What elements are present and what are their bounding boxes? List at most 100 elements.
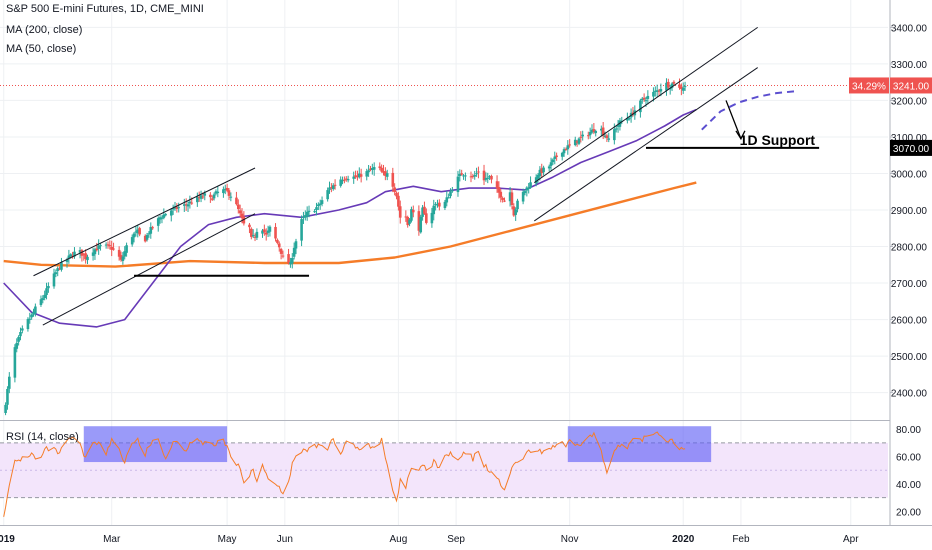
candle-body (263, 229, 266, 233)
support-annotation: 1D Support (740, 132, 816, 148)
candle-body (290, 258, 294, 264)
candle-body (458, 173, 462, 177)
candle-body (501, 197, 504, 200)
candle-body (497, 187, 501, 193)
candle-body (93, 249, 97, 255)
candle-body (523, 191, 527, 194)
candle-body (160, 217, 164, 219)
candle-body (292, 247, 296, 257)
candle-body (274, 226, 277, 239)
candle-body (592, 129, 596, 133)
candle-body (344, 178, 348, 180)
candle-body (568, 144, 571, 146)
candle-body (627, 118, 631, 120)
candle-body (186, 204, 190, 207)
candle-body (564, 149, 568, 151)
candle-body (639, 100, 642, 113)
candle-body (395, 192, 398, 197)
candle-body (197, 197, 201, 199)
candle-body (449, 191, 452, 197)
rsi-tick-label: 80.00 (896, 425, 921, 436)
candle-body (19, 332, 22, 337)
candle-body (490, 175, 493, 180)
projection-arrow-head (735, 130, 746, 141)
candle-body (510, 192, 514, 205)
candle-body (315, 207, 318, 210)
candle-body (175, 206, 179, 209)
candle-body (560, 152, 564, 157)
current-price-tag-label: 3241.00 (893, 81, 930, 92)
candle-body (445, 197, 449, 203)
candle-body (581, 134, 584, 137)
candle-body (464, 175, 467, 177)
candle-body (473, 175, 477, 177)
rsi-highlight-box (83, 426, 228, 463)
time-tick-label: Jun (277, 534, 293, 545)
candle-body (436, 204, 439, 206)
candle-body (130, 237, 134, 245)
candle-body (210, 198, 214, 200)
candle-body (132, 233, 136, 238)
candle-body (277, 243, 281, 248)
price-tick-label: 3200.00 (891, 96, 928, 107)
price-tick-label: 2600.00 (891, 316, 928, 327)
candle-body (108, 245, 112, 247)
candle-body (447, 197, 450, 199)
trend-channel-line (42, 213, 256, 326)
candle-body (536, 175, 540, 179)
price-tick-label: 2800.00 (891, 243, 928, 254)
candle-body (367, 170, 370, 173)
candle-body (443, 201, 447, 208)
price-tick-label: 3100.00 (891, 133, 928, 144)
candle-body (477, 171, 480, 173)
candle-body (302, 216, 305, 218)
candle-body (229, 196, 233, 198)
candle-body (549, 162, 553, 166)
candle-body (196, 196, 199, 203)
candle-body (451, 190, 454, 192)
candle-body (667, 81, 670, 88)
candle-body (145, 235, 149, 240)
candle-body (434, 203, 437, 205)
candle-body (106, 244, 110, 246)
candle-body (300, 219, 303, 241)
candle-body (276, 239, 279, 243)
candle-body (158, 217, 162, 220)
candle-body (665, 82, 668, 91)
candle-body (236, 204, 240, 210)
candle-body (503, 200, 506, 202)
candle-body (214, 191, 218, 194)
candle-body (171, 207, 175, 210)
candle-body (555, 155, 558, 157)
support-price-tag-label: 3070.00 (893, 144, 930, 155)
candle-body (326, 190, 329, 200)
candle-body (514, 209, 517, 215)
candle-body (359, 174, 363, 177)
candle-body (382, 171, 385, 173)
moving-average-line (3, 181, 697, 268)
candle-body (393, 187, 396, 193)
candle-body (352, 176, 356, 179)
candle-body (588, 132, 592, 136)
candle-body (255, 231, 259, 238)
candle-body (384, 171, 387, 176)
candle-body (264, 232, 268, 235)
candle-body (222, 189, 225, 194)
candle-body (333, 184, 337, 186)
candle-body (188, 201, 192, 204)
grid (0, 0, 888, 525)
candle-body (209, 194, 212, 198)
candle-body (646, 95, 650, 99)
candle-body (331, 185, 335, 190)
candle-body (307, 210, 311, 212)
candle-body (421, 207, 424, 217)
candle-body (320, 200, 324, 204)
candle-body (406, 217, 409, 226)
candle-body (54, 272, 58, 275)
candle-body (670, 83, 674, 88)
candle-body (385, 173, 389, 177)
candle-body (469, 176, 473, 178)
candle-body (330, 187, 333, 189)
candle-body (123, 251, 127, 257)
candle-body (516, 200, 519, 210)
